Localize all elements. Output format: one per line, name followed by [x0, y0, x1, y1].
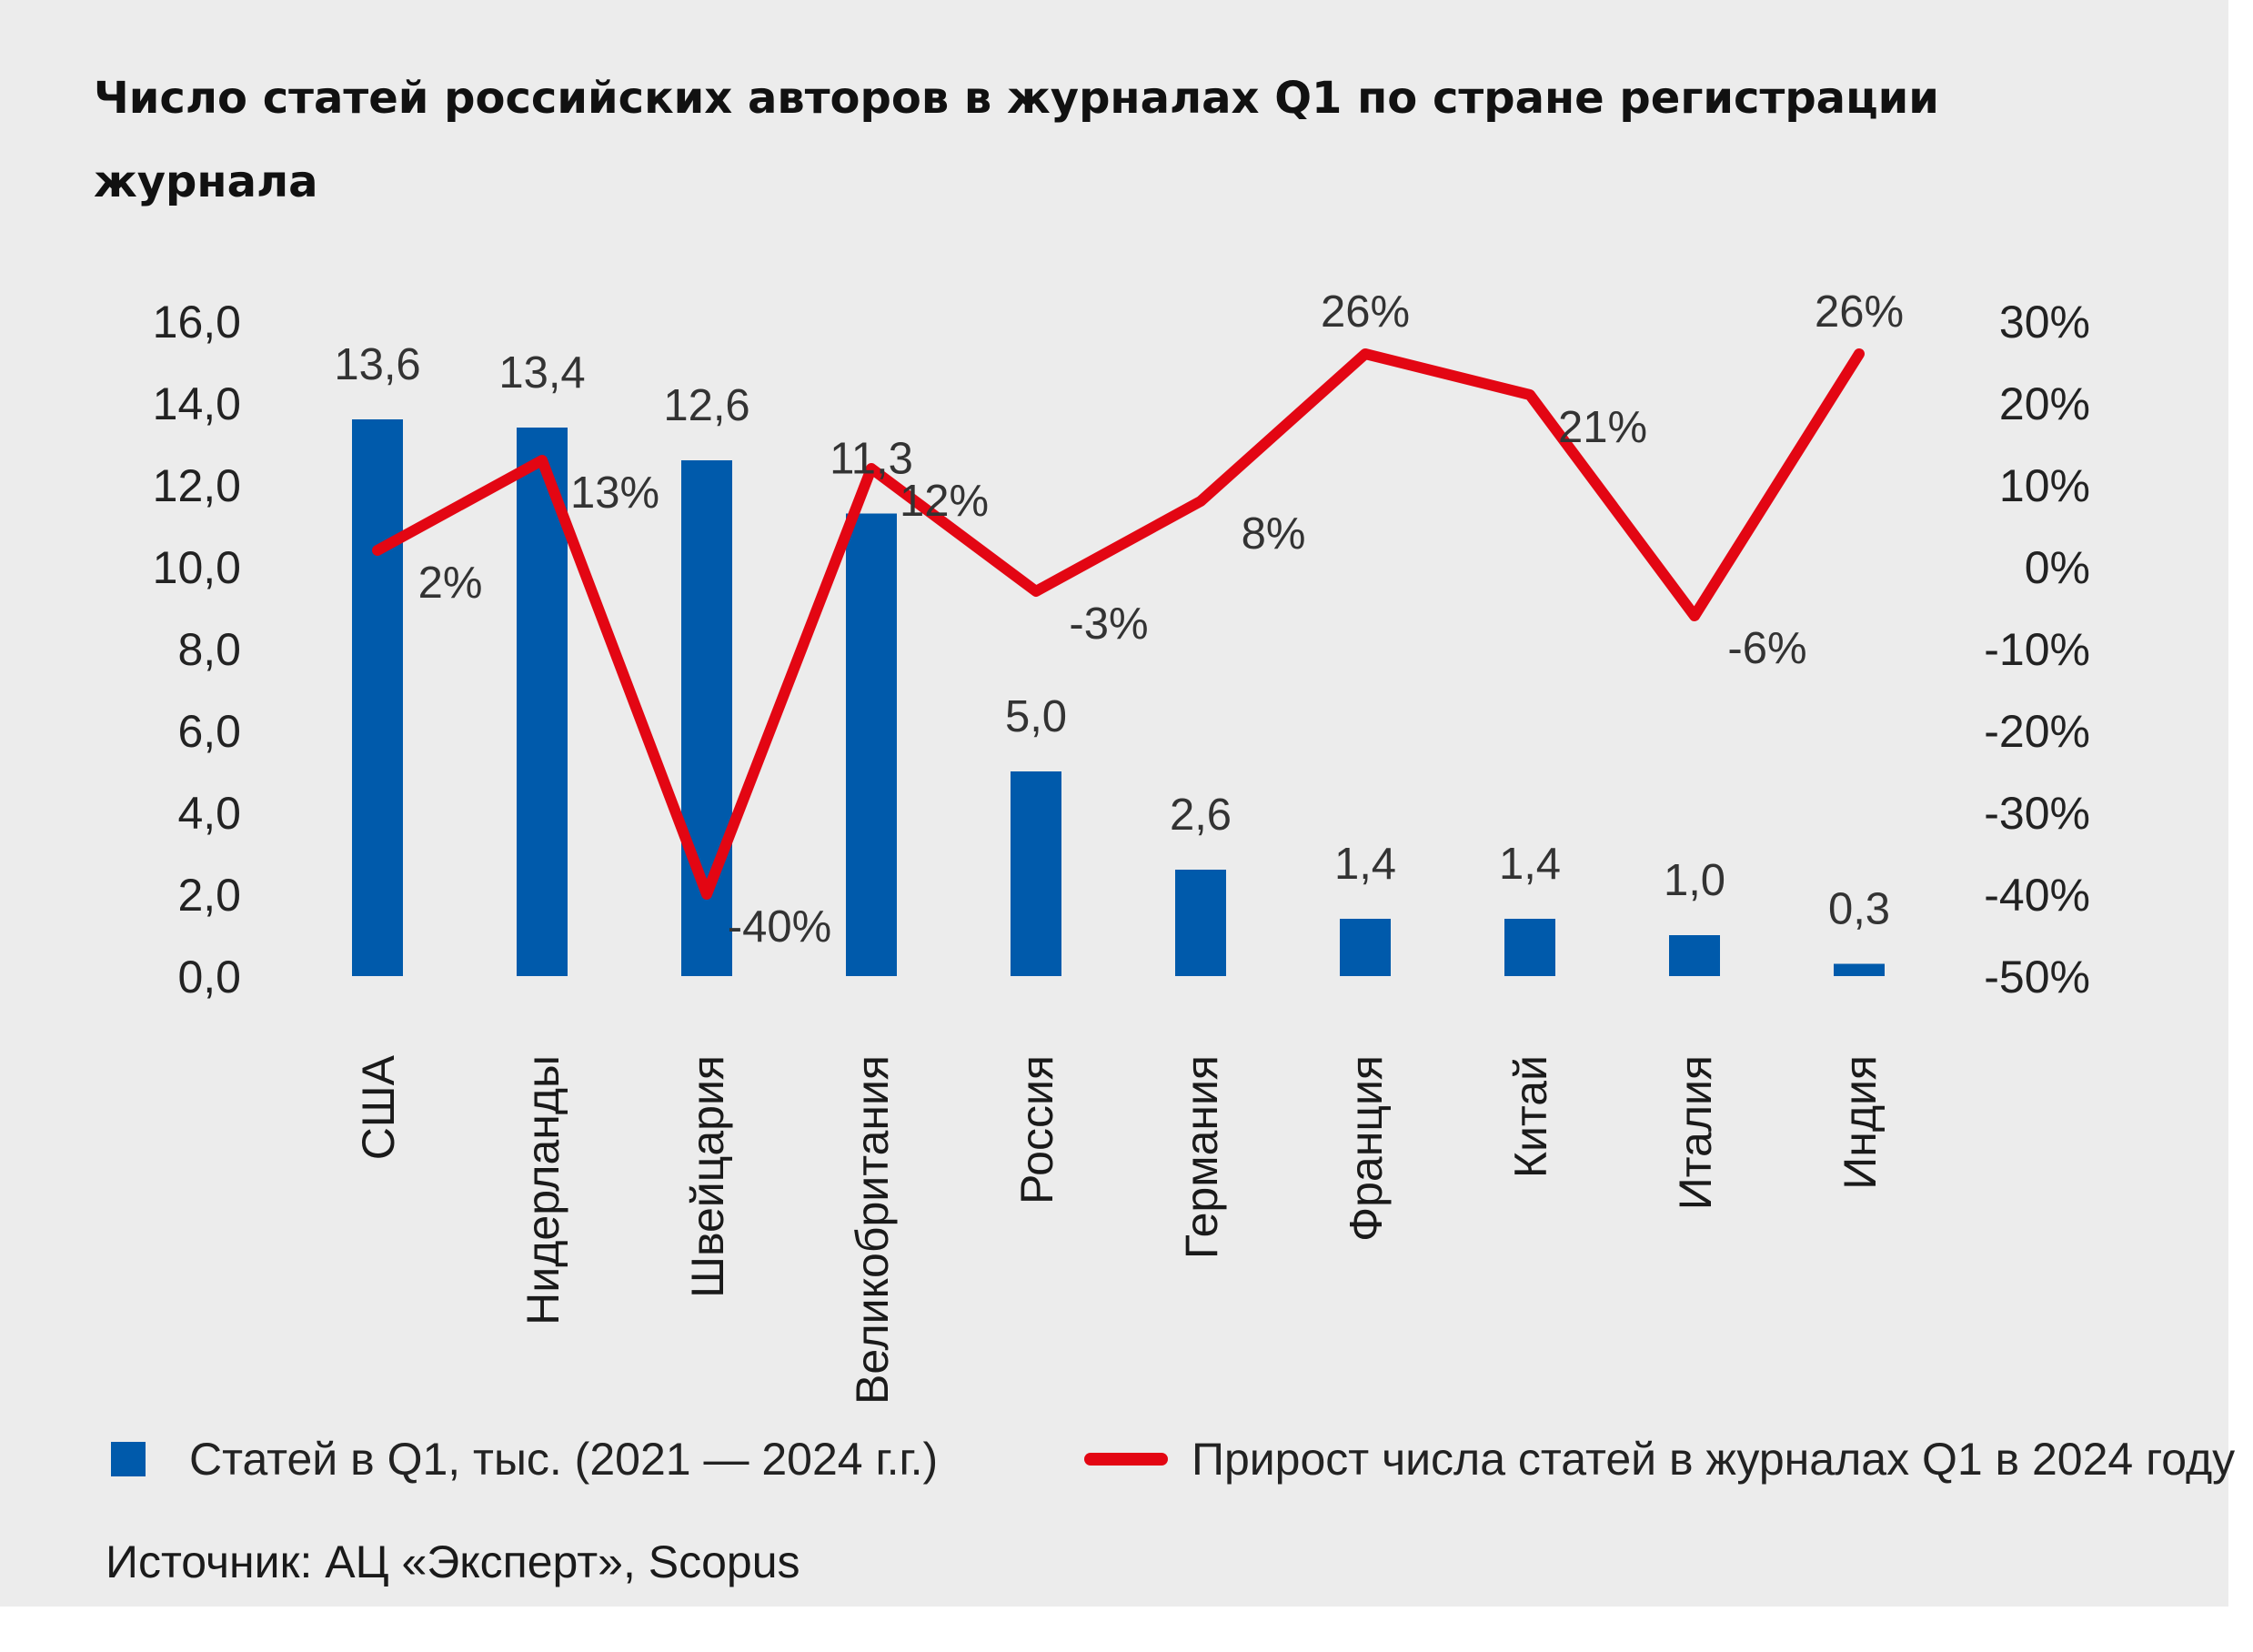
- chart-title: Число статей российских авторов в журнал…: [94, 73, 1939, 207]
- right-axis-tick: -40%: [1984, 870, 2090, 921]
- bar-6: [1175, 870, 1226, 976]
- bar-value-label: 1,4: [1499, 840, 1561, 889]
- right-axis-tick: 0%: [2025, 542, 2090, 593]
- category-label: Китай: [1505, 1055, 1556, 1178]
- growth-value-label: 26%: [1321, 287, 1410, 337]
- left-axis-tick: 2,0: [177, 870, 241, 921]
- growth-value-label: -6%: [1727, 624, 1806, 673]
- legend-line-swatch: [1084, 1453, 1168, 1466]
- bar-4: [846, 513, 897, 976]
- bar-value-label: 13,4: [498, 348, 585, 398]
- bar-8: [1504, 919, 1555, 976]
- category-label: Нидерланды: [518, 1055, 568, 1325]
- bar-value-label: 1,0: [1664, 856, 1725, 905]
- bar-value-label: 13,6: [334, 340, 420, 389]
- source-note: Источник: АЦ «Эксперт», Scopus: [106, 1536, 800, 1587]
- right-axis-tick: -50%: [1984, 952, 2090, 1002]
- left-axis: 0,0 2,0 4,0 6,0 8,0 10,0 12,0 14,0 16,0: [153, 297, 241, 1002]
- bar-value-label: 0,3: [1828, 885, 1890, 934]
- right-axis-tick: -10%: [1984, 624, 2090, 675]
- right-axis-tick: -20%: [1984, 706, 2090, 757]
- growth-value-label: 13%: [570, 468, 659, 518]
- bar-7: [1340, 919, 1391, 976]
- category-label: Индия: [1835, 1055, 1886, 1190]
- right-axis-tick: 30%: [1999, 297, 2090, 348]
- left-axis-tick: 8,0: [177, 624, 241, 675]
- line-labels-layer: 2% 13% -40% 12% -3% 8% 26% 21% -6% 26%: [418, 287, 1904, 952]
- bars-layer: [352, 419, 1885, 976]
- bar-labels-layer: 13,6 13,4 12,6 11,3 5,0 2,6 1,4 1,4 1,0 0,3: [334, 340, 1890, 934]
- growth-value-label: 12%: [900, 477, 989, 526]
- category-label: Германия: [1176, 1055, 1227, 1259]
- right-axis-tick: -30%: [1984, 788, 2090, 839]
- growth-value-label: 2%: [418, 559, 483, 608]
- category-label: Италия: [1670, 1055, 1721, 1210]
- bar-value-label: 2,6: [1170, 791, 1232, 840]
- left-axis-tick: 14,0: [153, 378, 241, 429]
- category-label: Россия: [1011, 1055, 1062, 1204]
- category-axis: США Нидерланды Швейцария Великобритания Росс…: [353, 1054, 1886, 1405]
- left-axis-tick: 16,0: [153, 297, 241, 348]
- legend-line-label: Прирост числа статей в журналах Q1 в 202…: [1192, 1434, 2236, 1485]
- left-axis-tick: 4,0: [177, 788, 241, 839]
- growth-value-label: 26%: [1815, 287, 1904, 337]
- right-axis: -50% -40% -30% -20% -10% 0% 10% 20% 30%: [1984, 297, 2090, 1002]
- right-axis-tick: 10%: [1999, 460, 2090, 511]
- growth-value-label: 21%: [1558, 403, 1647, 452]
- legend-item-bars: Статей в Q1, тыс. (2021 — 2024 г.г.): [111, 1433, 938, 1486]
- bar-9: [1669, 935, 1720, 976]
- left-axis-tick: 0,0: [177, 952, 241, 1002]
- bar-1: [352, 419, 403, 976]
- category-label: Франция: [1341, 1055, 1392, 1242]
- legend-bar-label: Статей в Q1, тыс. (2021 — 2024 г.г.): [189, 1434, 939, 1485]
- category-label: Швейцария: [682, 1055, 733, 1298]
- growth-line: [372, 348, 1865, 900]
- growth-value-label: -40%: [728, 902, 831, 952]
- bar-5: [1011, 771, 1061, 976]
- left-axis-tick: 10,0: [153, 542, 241, 593]
- category-label: Великобритания: [847, 1055, 898, 1405]
- right-axis-tick: 20%: [1999, 378, 2090, 429]
- growth-value-label: 8%: [1242, 509, 1306, 559]
- left-axis-tick: 12,0: [153, 460, 241, 511]
- legend-item-line: Прирост числа статей в журналах Q1 в 202…: [1084, 1433, 2235, 1486]
- bar-value-label: 11,3: [830, 435, 913, 484]
- bar-10: [1834, 963, 1885, 976]
- growth-value-label: -3%: [1069, 599, 1148, 649]
- category-label: США: [353, 1054, 404, 1160]
- line-layer: [372, 348, 1865, 900]
- legend-bar-swatch: [111, 1442, 146, 1476]
- left-axis-tick: 6,0: [177, 706, 241, 757]
- bar-value-label: 12,6: [663, 381, 749, 430]
- bar-value-label: 1,4: [1334, 840, 1396, 889]
- bar-value-label: 5,0: [1005, 692, 1067, 741]
